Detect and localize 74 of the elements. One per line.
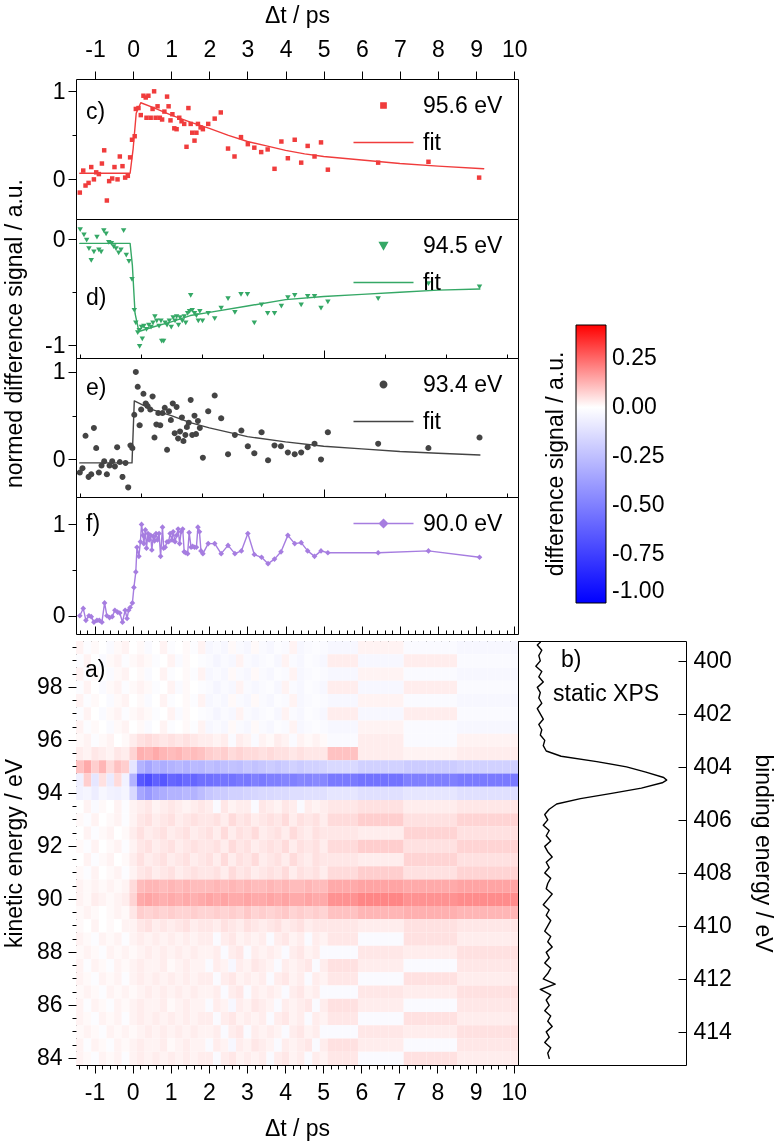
- y-tick-label: 404: [693, 753, 733, 780]
- x-tick-label: 6: [355, 35, 369, 62]
- annotation: d): [86, 284, 107, 310]
- legend-label: 95.6 eV: [423, 91, 503, 118]
- y-tick-label: 94: [36, 779, 63, 806]
- y-tick-label: 90: [36, 885, 63, 912]
- annotation: a): [85, 656, 106, 682]
- y-tick-label: 1: [52, 77, 66, 104]
- y-axis-title: binding energy / eV: [750, 754, 777, 954]
- x-tick-label: 8: [431, 1078, 445, 1105]
- y-tick-label: 1: [52, 358, 66, 385]
- y-tick-label: 400: [693, 647, 732, 674]
- x-tick-label: 9: [469, 1078, 483, 1105]
- x-tick-label: 5: [317, 35, 331, 62]
- x-axis-title: Δt / ps: [264, 1, 331, 28]
- x-tick-label: 9: [470, 35, 483, 62]
- y-tick-label: 410: [693, 912, 732, 939]
- x-tick-label: 4: [279, 35, 293, 62]
- x-tick-label: 1: [164, 1078, 178, 1105]
- x-tick-label: 10: [501, 35, 528, 62]
- y-tick-label: 98: [36, 673, 63, 700]
- legend-label: fit: [423, 128, 442, 155]
- legend-label: 94.5 eV: [423, 231, 503, 258]
- y-tick-label: 0: [52, 165, 66, 192]
- color-bar-label: -0.50: [612, 491, 665, 518]
- legend-label: 93.4 eV: [423, 370, 503, 397]
- y-tick-label: 92: [36, 832, 63, 859]
- annotation: static XPS: [553, 680, 660, 706]
- y-tick-label: -1: [45, 331, 66, 358]
- legend-label: 90.0 eV: [423, 509, 503, 536]
- x-tick-label: -1: [84, 1078, 106, 1105]
- legend-label: fit: [423, 407, 442, 434]
- x-tick-label: 2: [202, 1078, 216, 1105]
- y-axis-title: normed difference signal / a.u.: [0, 179, 27, 488]
- x-tick-label: 2: [203, 35, 217, 62]
- y-tick-label: 0: [52, 602, 66, 629]
- y-tick-label: 406: [693, 806, 732, 833]
- x-tick-label: 5: [317, 1078, 331, 1105]
- y-tick-label: 402: [693, 700, 732, 727]
- color-bar-label: -0.25: [612, 442, 665, 469]
- y-tick-label: 86: [36, 991, 63, 1018]
- legend-label: fit: [423, 268, 442, 295]
- x-tick-label: 7: [393, 35, 407, 62]
- y-tick-label: 1: [52, 510, 66, 537]
- color-bar-label: -0.75: [612, 540, 665, 567]
- annotation: c): [86, 98, 106, 124]
- x-tick-label: -1: [85, 35, 106, 62]
- y-tick-label: 414: [693, 1018, 733, 1045]
- x-tick-label: 10: [501, 1078, 527, 1105]
- x-tick-label: 4: [279, 1078, 293, 1105]
- y-tick-label: 0: [52, 445, 66, 472]
- y-tick-label: 0: [52, 225, 66, 252]
- y-tick-label: 88: [36, 938, 63, 965]
- x-tick-label: 6: [355, 1078, 369, 1105]
- color-bar-label: 0.25: [612, 344, 657, 371]
- x-tick-label: 3: [241, 35, 255, 62]
- y-axis-title: kinetic energy / eV: [0, 758, 27, 949]
- y-tick-label: 412: [693, 965, 732, 992]
- color-bar-label: 0.00: [612, 393, 657, 420]
- annotation: b): [561, 646, 582, 672]
- x-axis-title: Δt / ps: [264, 1114, 331, 1141]
- color-bar-label: -1.00: [612, 577, 665, 603]
- x-tick-label: 0: [126, 1078, 140, 1105]
- y-tick-label: 408: [693, 859, 732, 886]
- color-bar-title: difference signal / a.u.: [542, 351, 568, 577]
- x-tick-label: 8: [432, 35, 445, 62]
- x-tick-label: 3: [241, 1078, 254, 1105]
- y-tick-label: 84: [36, 1044, 63, 1071]
- annotation: e): [86, 374, 107, 400]
- annotation: f): [86, 510, 101, 536]
- x-tick-label: 0: [127, 35, 141, 62]
- x-tick-label: 1: [165, 35, 179, 62]
- y-tick-label: 96: [36, 726, 63, 753]
- x-tick-label: 7: [393, 1078, 407, 1105]
